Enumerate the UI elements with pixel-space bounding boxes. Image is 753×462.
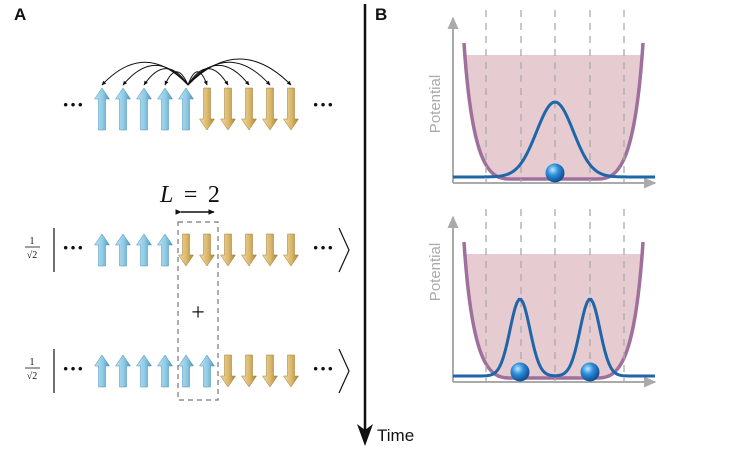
spin-down-arrow [283, 354, 299, 388]
ket-state-2 [53, 348, 350, 394]
wavefunction-curve [453, 297, 655, 378]
particle-ball [580, 362, 600, 382]
norm-factor-2: 1 √2 [25, 357, 40, 382]
spin-down-arrow [262, 87, 278, 131]
spin-up-arrow [199, 354, 215, 388]
coupling-arc [187, 71, 208, 86]
potential-axis-label-top: Potential [427, 75, 444, 133]
spin-up-arrow [178, 87, 194, 131]
ket-state-1 [53, 227, 350, 273]
spin-up-arrow [157, 354, 173, 388]
coupling-arcs [101, 58, 292, 86]
potential-plot-top [447, 10, 657, 189]
coupling-arc [187, 64, 250, 86]
spin-up-arrow [136, 87, 152, 131]
spin-down-arrow [241, 87, 257, 131]
initial-spin-chain [94, 87, 299, 131]
panel-b-label: B [375, 5, 387, 24]
ellipsis-right-state-2: ··· [312, 356, 334, 381]
spin-up-arrow [115, 87, 131, 131]
coupling-arc [164, 71, 189, 86]
spin-down-arrow [178, 233, 194, 267]
norm-factor-1: 1 √2 [25, 236, 40, 261]
spin-up-arrow [94, 233, 110, 267]
svg-text:1: 1 [30, 236, 35, 247]
coupling-length-label: L = 2 [159, 182, 220, 208]
spin-down-arrow [262, 354, 278, 388]
svg-text:1: 1 [30, 357, 35, 368]
potential-well-curve [462, 241, 645, 380]
spin-down-arrow [220, 354, 236, 388]
coupling-arc [187, 58, 292, 86]
ellipsis-left-state-2: ··· [62, 356, 84, 381]
spin-up-arrow [157, 87, 173, 131]
flip-region-box [177, 221, 219, 401]
spin-down-arrow [241, 354, 257, 388]
spin-up-arrow [178, 354, 194, 388]
spin-down-arrow [262, 233, 278, 267]
spin-down-arrow [241, 233, 257, 267]
particle-ball [545, 163, 565, 183]
coupling-arc [187, 68, 229, 86]
spin-down-arrow [283, 87, 299, 131]
coupling-arc [122, 64, 189, 86]
spin-up-arrow [94, 87, 110, 131]
spin-up-arrow [115, 233, 131, 267]
spin-down-arrow [220, 233, 236, 267]
ellipsis-left-top: ··· [62, 92, 84, 117]
coupling-arc [101, 61, 189, 86]
wavefunction-curve [453, 100, 655, 179]
spin-down-arrow [220, 87, 236, 131]
spin-up-arrow [136, 354, 152, 388]
spin-down-arrow [199, 87, 215, 131]
spin-up-arrow [94, 354, 110, 388]
svg-text:√2: √2 [27, 371, 38, 382]
potential-plot-bottom [447, 209, 657, 388]
panel-a-label: A [14, 5, 26, 24]
spin-up-arrow [157, 233, 173, 267]
time-axis-arrowhead [357, 424, 373, 446]
spin-down-arrow [283, 233, 299, 267]
potential-axis-label-bottom: Potential [427, 243, 444, 301]
spin-up-arrow [136, 233, 152, 267]
ellipsis-left-state-1: ··· [62, 235, 84, 260]
particle-ball [510, 362, 530, 382]
superposition-plus: + [191, 300, 205, 326]
potential-well-fill [464, 55, 643, 179]
svg-text:√2: √2 [27, 250, 38, 261]
superposition-state-2 [94, 354, 299, 388]
spin-down-arrow [199, 233, 215, 267]
ellipsis-right-state-1: ··· [312, 235, 334, 260]
spin-up-arrow [115, 354, 131, 388]
superposition-state-1 [94, 233, 299, 267]
potential-well-fill [464, 254, 643, 378]
time-axis-label: Time [377, 426, 414, 445]
ellipsis-right-top: ··· [312, 92, 334, 117]
coupling-arc [143, 68, 189, 86]
